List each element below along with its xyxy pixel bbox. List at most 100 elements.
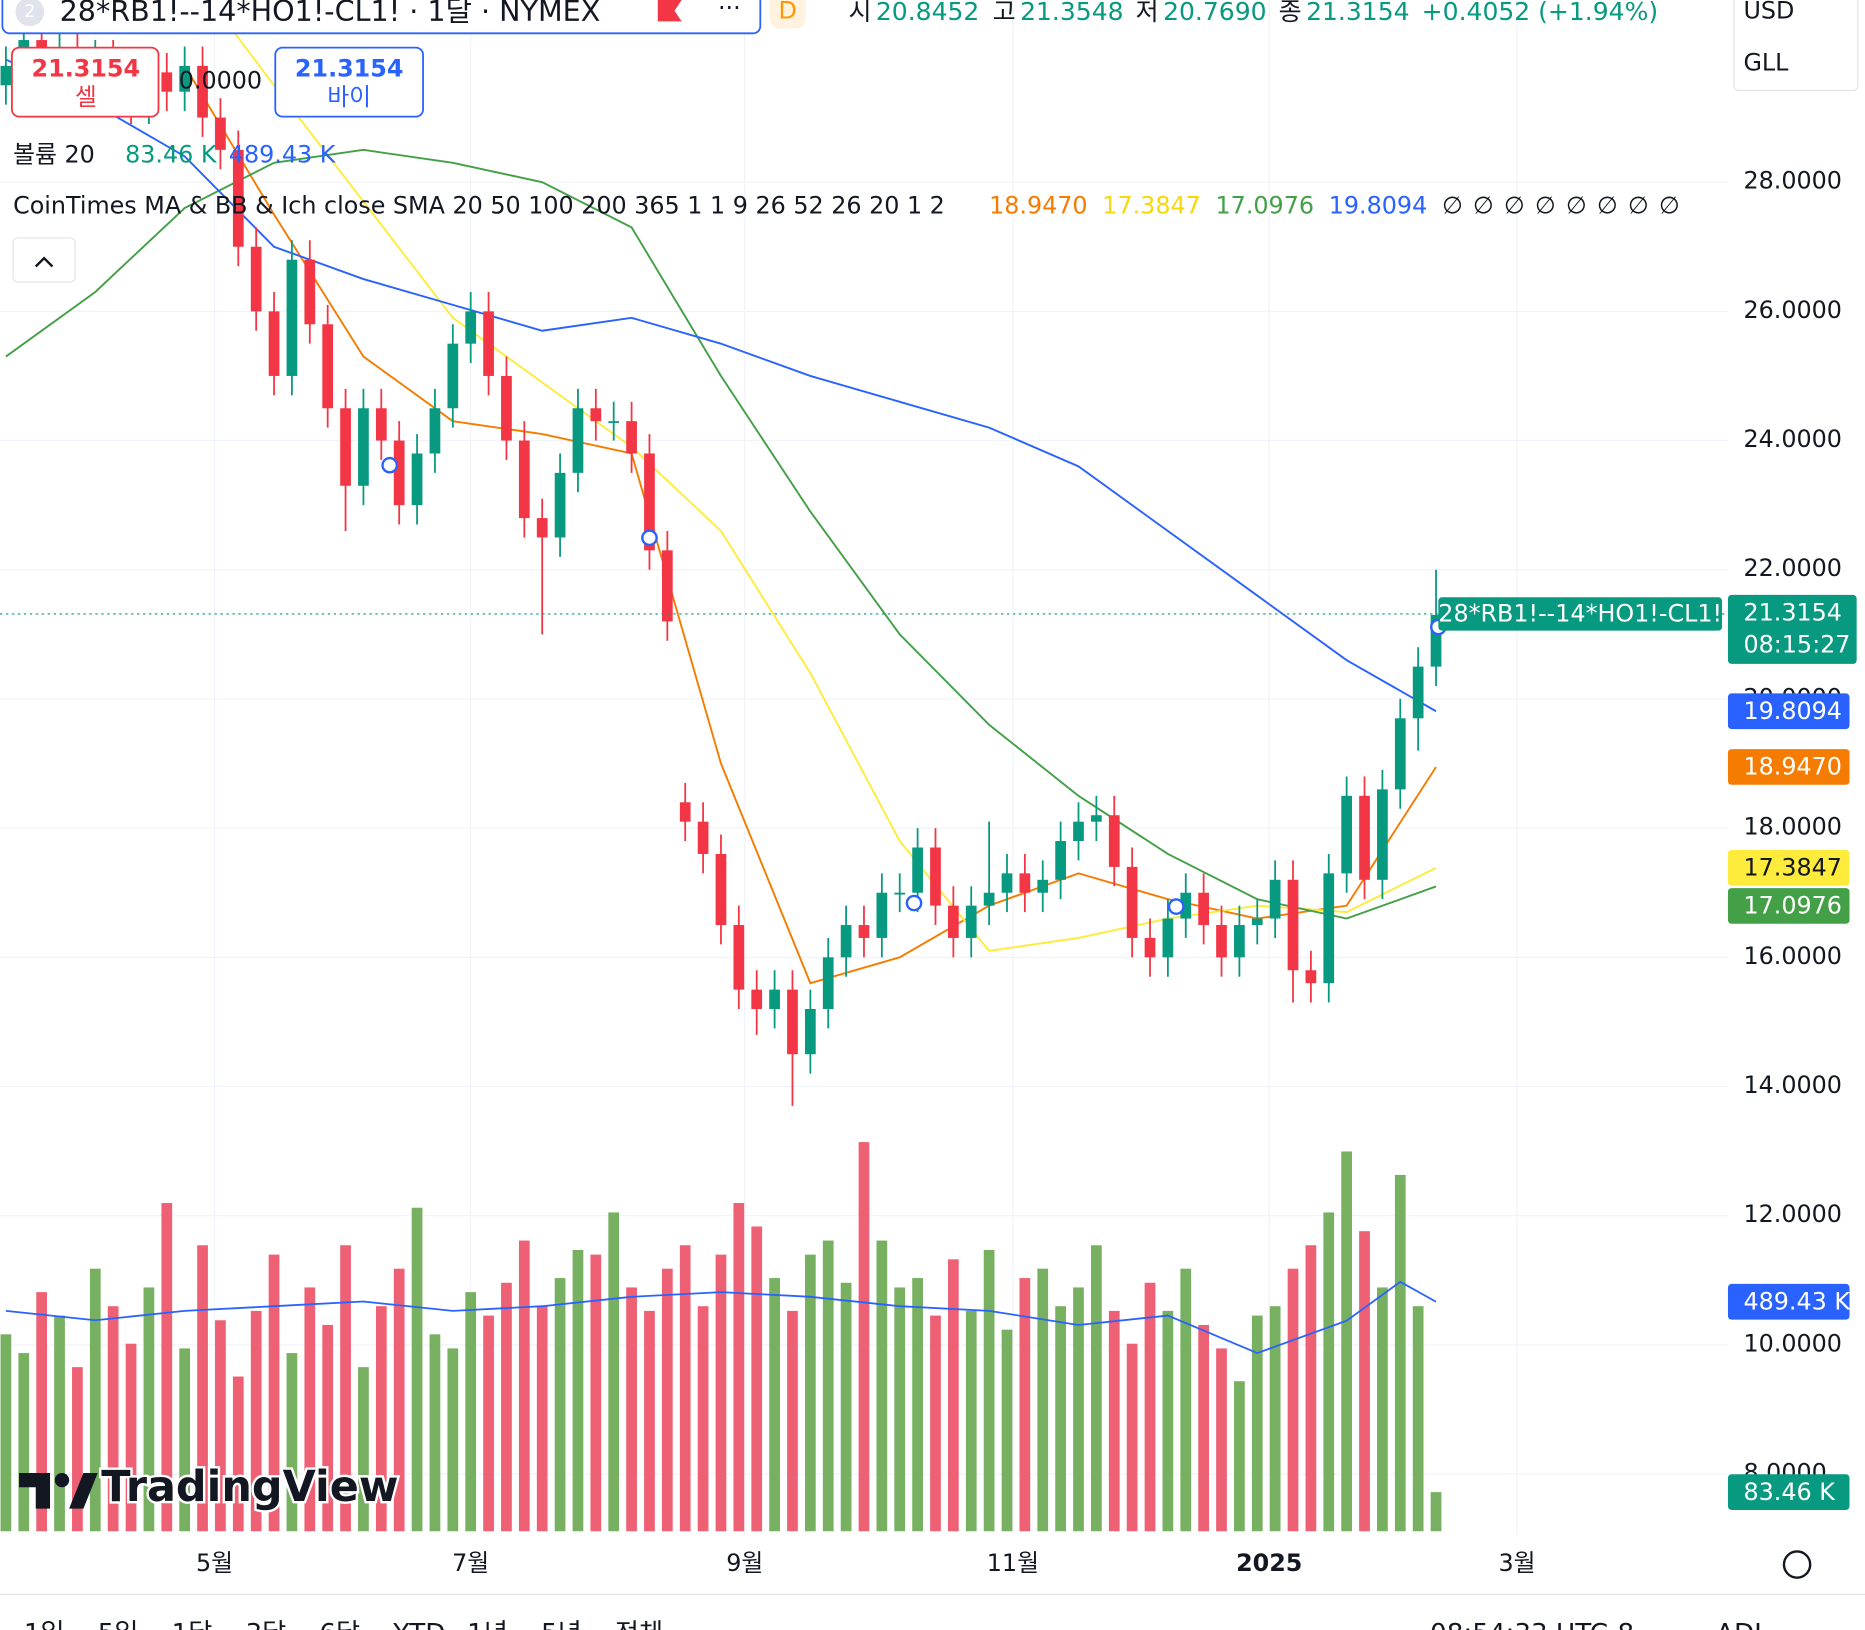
empty-value: ∅ xyxy=(1473,192,1494,220)
toolbar: 1일 5일 1달 3달 6달 YTD 1년 5년 전체 xyxy=(24,1619,663,1630)
ma-badge xyxy=(1727,888,1850,924)
empty-value: ∅ xyxy=(1597,192,1618,220)
volume-bar xyxy=(1108,1310,1120,1532)
volume-bar xyxy=(822,1240,834,1532)
volume-bar xyxy=(733,1203,745,1532)
volume-bar xyxy=(393,1268,405,1532)
candle-body xyxy=(250,246,262,312)
ma-line xyxy=(183,65,1437,985)
symbol-box[interactable] xyxy=(1,0,762,35)
volume-bar xyxy=(179,1348,191,1532)
candle-body xyxy=(590,408,602,422)
flag-icon[interactable] xyxy=(657,0,682,22)
ohlc-label: 시 xyxy=(848,0,871,26)
volume-bar xyxy=(876,1240,888,1532)
ma-line xyxy=(5,58,1437,713)
candle-body xyxy=(0,65,12,86)
volume-bar xyxy=(1091,1245,1102,1532)
candle-body xyxy=(1180,892,1192,919)
event-marker[interactable] xyxy=(905,894,923,912)
volume-bar xyxy=(1359,1231,1370,1532)
volume-bar xyxy=(1073,1287,1084,1532)
candle-body xyxy=(1073,821,1084,842)
ma-badge xyxy=(1727,749,1850,785)
candle-body xyxy=(1198,892,1209,926)
buy-button[interactable] xyxy=(274,46,424,118)
candle-body xyxy=(1359,795,1370,880)
y-tick-label: 22.0000 xyxy=(1743,554,1841,582)
range-button[interactable]: 1년 xyxy=(467,1619,508,1630)
volume-bar xyxy=(1430,1492,1442,1532)
candle-body xyxy=(411,453,423,506)
range-button[interactable]: 5일 xyxy=(98,1619,139,1630)
event-marker[interactable] xyxy=(641,529,658,547)
sell-label: 셀 xyxy=(75,83,97,111)
candle-body xyxy=(1144,937,1156,958)
volume-bar xyxy=(1341,1151,1353,1532)
volume-bar xyxy=(572,1249,584,1532)
candle-body xyxy=(1394,718,1406,790)
candle-body xyxy=(393,440,405,506)
sell-button[interactable] xyxy=(11,46,160,118)
range-button[interactable]: 1달 xyxy=(172,1619,213,1630)
volume-bar xyxy=(143,1287,155,1532)
volume-bar xyxy=(1055,1306,1066,1532)
volume-bar xyxy=(1412,1306,1424,1532)
volume-bar xyxy=(518,1240,530,1532)
range-button[interactable]: 5년 xyxy=(541,1619,582,1630)
candle-body xyxy=(1108,815,1120,867)
volume-bar xyxy=(626,1287,637,1532)
volume-bar xyxy=(1269,1306,1281,1532)
volume-bar xyxy=(72,1367,83,1532)
ohlc: 시 20.8452 고 21.3548 저 20.7690 종 21.3154 xyxy=(848,0,1409,26)
volume-badge-label: 489.43 K xyxy=(1743,1287,1851,1315)
y-tick-label: 12.0000 xyxy=(1743,1200,1841,1228)
range-button[interactable]: 1일 xyxy=(24,1619,65,1630)
candle-body xyxy=(179,65,191,92)
volume-bar xyxy=(107,1306,119,1532)
adjust[interactable]: ADJ xyxy=(1716,1619,1762,1630)
volume-bar xyxy=(1287,1268,1299,1532)
candle-body xyxy=(1323,873,1335,984)
collapse-button[interactable] xyxy=(12,237,76,283)
volume-bar xyxy=(483,1315,494,1532)
volume-bar xyxy=(250,1310,262,1532)
volume-bar xyxy=(0,1334,12,1532)
source-box xyxy=(769,0,806,29)
countdown: 08:15:27 xyxy=(1743,631,1850,659)
more-icon[interactable]: ··· xyxy=(718,0,741,22)
range-button[interactable]: YTD xyxy=(392,1619,445,1630)
candle-body xyxy=(518,440,530,519)
y-tick-label: 10.0000 xyxy=(1743,1329,1841,1357)
candle-body xyxy=(947,905,959,938)
y-tick-label: 24.0000 xyxy=(1743,425,1841,453)
volume-bar xyxy=(1180,1268,1192,1532)
ohlc-value: 21.3154 xyxy=(1306,0,1409,26)
candle-body xyxy=(1162,918,1174,958)
volume-bar xyxy=(751,1226,763,1532)
candle-body xyxy=(322,324,334,409)
indicator-value: 17.3847 xyxy=(1102,192,1200,220)
volume-bar xyxy=(268,1254,280,1532)
candle-body xyxy=(536,518,548,538)
candle-body xyxy=(1091,815,1102,822)
range-button[interactable]: 3달 xyxy=(245,1619,286,1630)
badge-circle xyxy=(15,0,45,27)
y-tick-label: 14.0000 xyxy=(1743,1071,1841,1099)
volume-bar xyxy=(411,1207,423,1532)
volume-bar xyxy=(679,1245,691,1532)
candle-body xyxy=(286,259,298,376)
candle-body xyxy=(375,408,387,441)
event-marker[interactable] xyxy=(381,456,399,474)
candle-body xyxy=(161,72,173,92)
currency-box[interactable] xyxy=(1733,0,1859,92)
settings-icon[interactable] xyxy=(1782,1550,1812,1579)
event-marker[interactable] xyxy=(1167,898,1185,915)
candle-body xyxy=(1216,925,1227,958)
range-button[interactable]: 전체 xyxy=(615,1619,663,1630)
volume-bar xyxy=(304,1287,316,1532)
x-tick-label: 7월 xyxy=(452,1549,489,1577)
ohlc-value: 21.3548 xyxy=(1020,0,1123,26)
range-button[interactable]: 6달 xyxy=(319,1619,360,1630)
